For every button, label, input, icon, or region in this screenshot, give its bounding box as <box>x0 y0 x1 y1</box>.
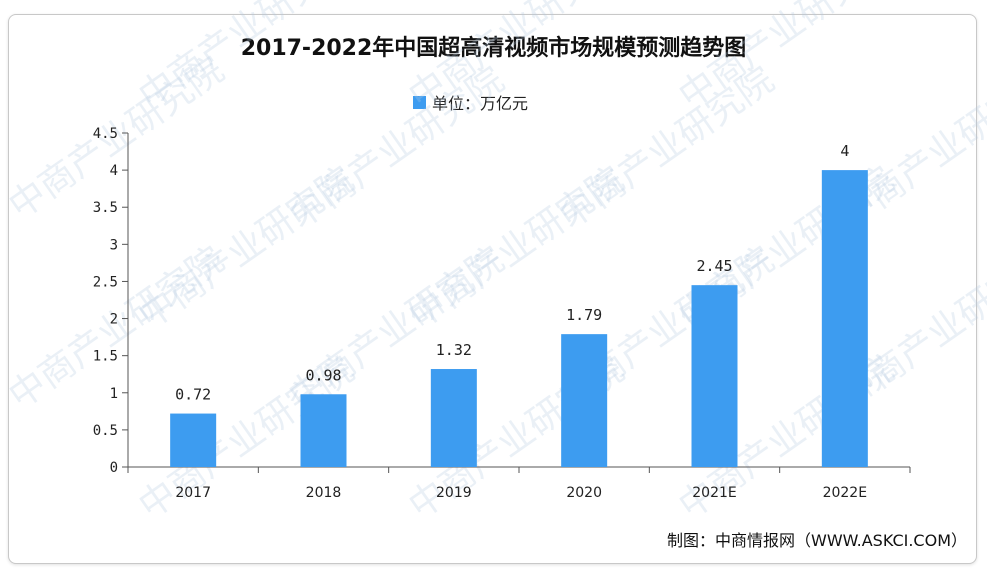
bar-2017 <box>170 413 217 467</box>
x-tick-label: 2022E <box>823 485 867 501</box>
legend-label: 单位：万亿元 <box>432 94 529 113</box>
y-tick-label: 0 <box>110 460 118 476</box>
x-tick-label: 2018 <box>306 485 342 501</box>
data-label: 0.98 <box>305 366 341 384</box>
data-label: 1.79 <box>566 306 602 324</box>
data-label: 4 <box>840 142 849 160</box>
chart-frame <box>8 14 977 564</box>
chart-title: 2017-2022年中国超高清视频市场规模预测趋势图 <box>240 36 747 61</box>
bar-2018 <box>300 394 347 467</box>
bar-2019 <box>430 369 477 467</box>
bar-2020 <box>561 334 608 467</box>
legend-swatch <box>413 95 426 109</box>
y-tick-label: 4.5 <box>93 126 118 142</box>
source-note: 制图：中商情报网（WWW.ASKCI.COM） <box>667 531 967 550</box>
data-label: 0.72 <box>175 386 211 404</box>
data-label: 2.45 <box>696 257 732 275</box>
y-tick-label: 1.5 <box>93 349 118 365</box>
chart-legend: 单位：万亿元 <box>413 92 529 113</box>
x-tick-label: 2019 <box>436 485 472 501</box>
y-tick-label: 3 <box>110 237 118 253</box>
x-tick-label: 2021E <box>692 485 736 501</box>
y-tick-label: 2.5 <box>93 274 118 290</box>
y-tick-label: 0.5 <box>93 423 118 439</box>
y-tick-label: 1 <box>110 386 118 402</box>
y-tick-label: 3.5 <box>93 200 118 216</box>
bar-2022E <box>821 170 868 467</box>
y-tick-label: 4 <box>110 163 118 179</box>
x-tick-label: 2020 <box>566 485 602 501</box>
x-tick-label: 2017 <box>175 485 211 501</box>
y-tick-label: 2 <box>110 312 118 328</box>
bar-2021E <box>691 285 738 467</box>
data-label: 1.32 <box>436 341 472 359</box>
